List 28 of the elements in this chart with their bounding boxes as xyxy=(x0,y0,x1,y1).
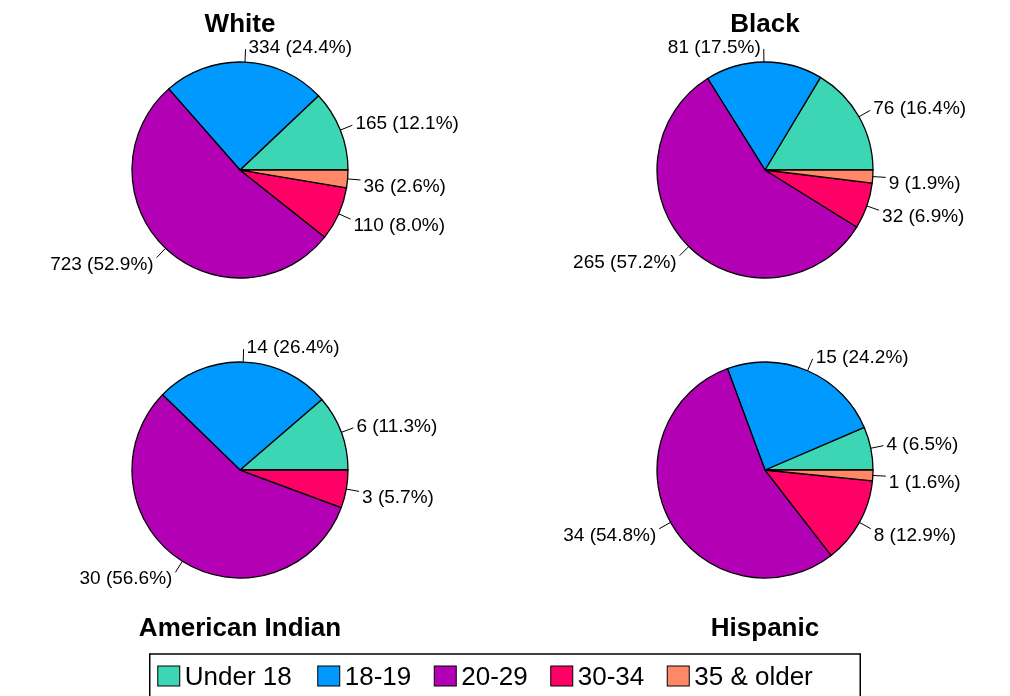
data-label: 334 (24.4%) xyxy=(248,36,353,58)
data-label: 165 (12.1%) xyxy=(355,112,459,134)
chart-title: White xyxy=(204,8,276,38)
legend-label: Under 18 xyxy=(184,661,292,691)
text: American Indian xyxy=(138,612,342,642)
data-label: 110 (8.0%) xyxy=(353,214,446,236)
data-label: 34 (54.8%) xyxy=(563,523,657,545)
chart-title: Black xyxy=(730,8,801,38)
data-label: 1 (1.6%) xyxy=(888,471,961,493)
data-label: 76 (16.4%) xyxy=(873,97,967,119)
data-label: 81 (17.5%) xyxy=(667,36,761,58)
data-label: 32 (6.9%) xyxy=(882,205,965,227)
data-label: 14 (26.4%) xyxy=(246,336,340,358)
data-label: 265 (57.2%) xyxy=(573,250,677,272)
legend-label: 18-19 xyxy=(344,661,412,691)
data-label: 6 (11.3%) xyxy=(356,414,438,436)
legend-label: 20-29 xyxy=(461,661,528,691)
legend-label: 35 & older xyxy=(694,661,814,691)
data-label: 723 (52.9%) xyxy=(50,252,154,274)
legend-label: 30-34 xyxy=(577,661,645,691)
data-label: 36 (2.6%) xyxy=(363,174,446,196)
data-label: 9 (1.9%) xyxy=(888,172,961,194)
data-label: 30 (56.6%) xyxy=(79,567,173,589)
text: Hispanic xyxy=(710,612,820,642)
data-label: 15 (24.2%) xyxy=(815,345,909,367)
data-label: 8 (12.9%) xyxy=(873,523,957,545)
data-label: 3 (5.7%) xyxy=(362,486,434,508)
data-label: 4 (6.5%) xyxy=(886,432,959,454)
